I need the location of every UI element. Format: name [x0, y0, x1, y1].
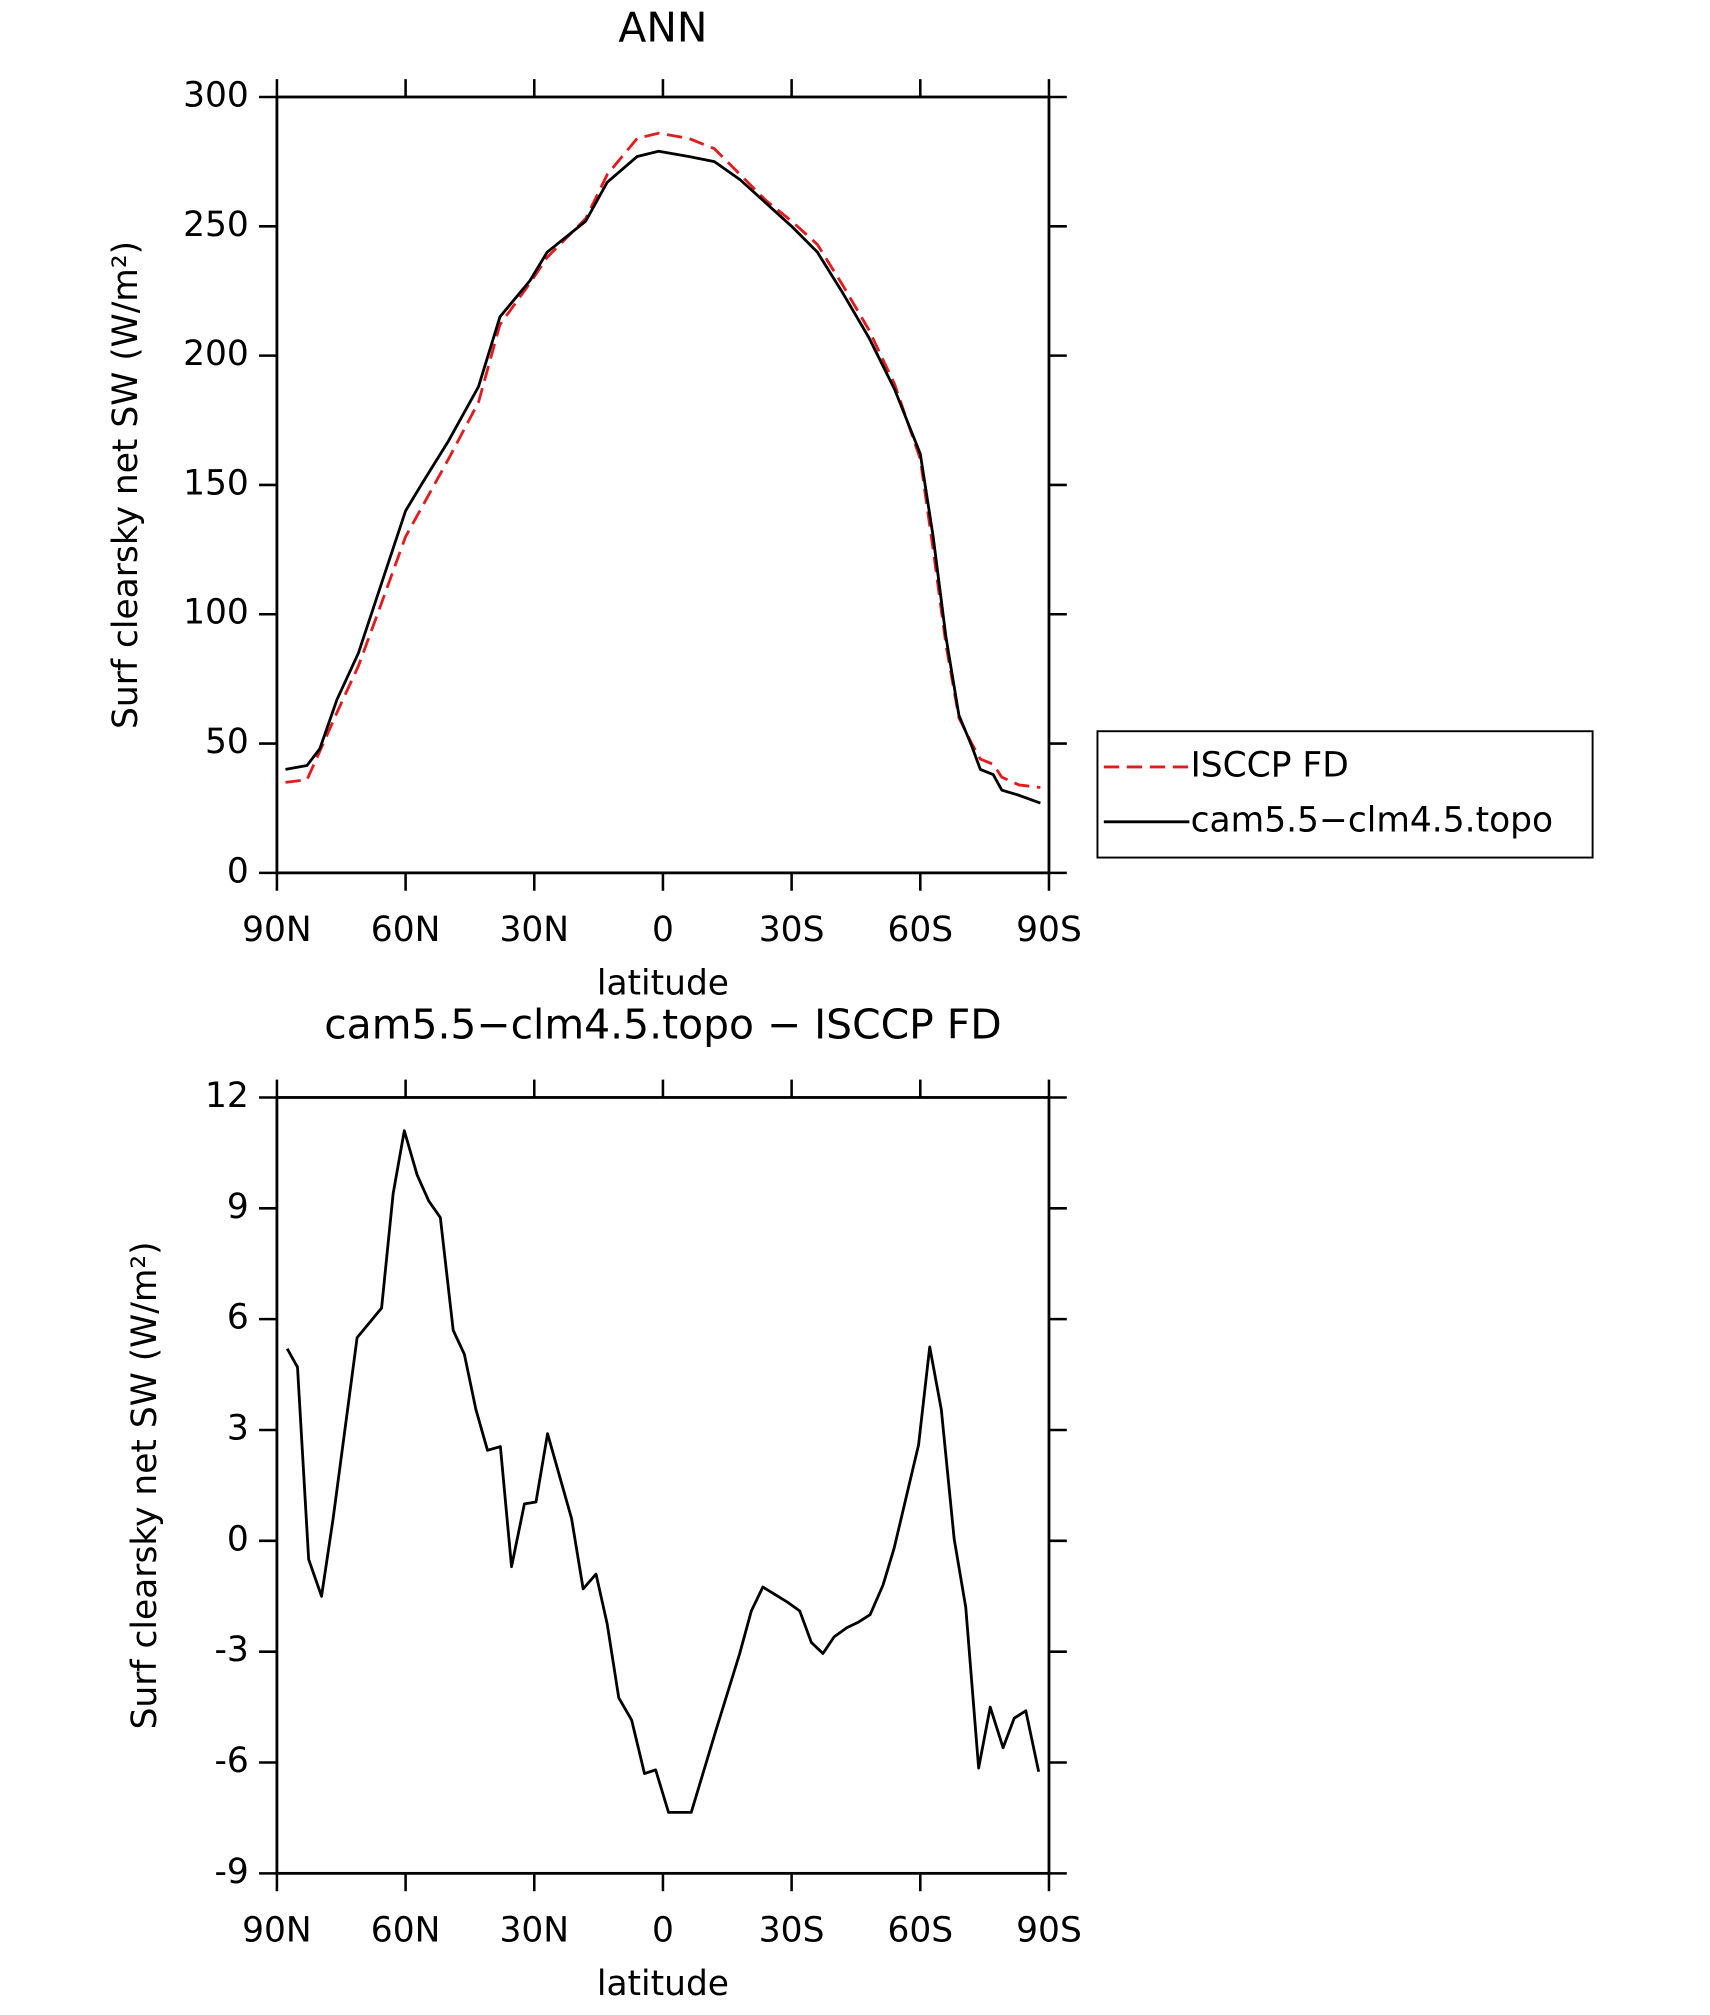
y-tick-label: 50 — [205, 722, 249, 762]
x-tick-label: 60N — [371, 910, 441, 950]
legend-box — [1096, 730, 1594, 859]
y-tick-label: 200 — [183, 334, 249, 374]
data-line — [285, 131, 1041, 789]
y-tick-label: -6 — [214, 1741, 248, 1781]
legend-label: ISCCP FD — [1191, 745, 1349, 785]
legend-label: cam5.5−clm4.5.topo — [1191, 800, 1553, 840]
y-tick-label: 150 — [183, 463, 249, 503]
plot-frame — [275, 1096, 1051, 1875]
y-tick-label: 100 — [183, 593, 249, 633]
x-tick-label: 30S — [759, 1911, 825, 1951]
y-tick-label: 3 — [227, 1408, 249, 1448]
y-axis-label: Surf clearsky net SW (W/m²) — [125, 1241, 165, 1729]
y-tick-label: 9 — [227, 1187, 249, 1227]
x-tick-label: 90S — [1016, 910, 1082, 950]
x-axis-label: latitude — [597, 964, 729, 1004]
x-tick-label: 60S — [887, 1911, 953, 1951]
data-line — [285, 149, 1041, 805]
x-tick-label: 0 — [652, 910, 674, 950]
x-tick-label: 30S — [759, 910, 825, 950]
legend: ISCCP FD cam5.5−clm4.5.topo — [1096, 730, 1594, 859]
x-axis-label: latitude — [597, 1964, 729, 2004]
x-tick-label: 90N — [242, 910, 312, 950]
x-tick-label: 90S — [1016, 1911, 1082, 1951]
y-tick-label: -9 — [214, 1852, 248, 1892]
y-tick-label: 6 — [227, 1298, 249, 1338]
y-tick-label: 0 — [227, 1519, 249, 1559]
y-tick-label: 250 — [183, 205, 249, 245]
x-tick-label: 30N — [499, 910, 569, 950]
plot-frame — [275, 95, 1051, 875]
x-tick-label: 60N — [371, 1911, 441, 1951]
y-tick-label: 0 — [227, 851, 249, 891]
y-tick-label: -3 — [214, 1630, 248, 1670]
chart-title: cam5.5−clm4.5.topo − ISCCP FD — [324, 1000, 1001, 1048]
y-tick-label: 300 — [183, 75, 249, 115]
x-tick-label: 0 — [652, 1911, 674, 1951]
x-tick-label: 60S — [887, 910, 953, 950]
data-line — [285, 1129, 1041, 1814]
chart-title: ANN — [618, 4, 707, 52]
y-tick-label: 12 — [205, 1076, 249, 1116]
x-tick-label: 30N — [499, 1911, 569, 1951]
x-tick-label: 90N — [242, 1911, 312, 1951]
y-axis-label: Surf clearsky net SW (W/m²) — [106, 241, 146, 729]
